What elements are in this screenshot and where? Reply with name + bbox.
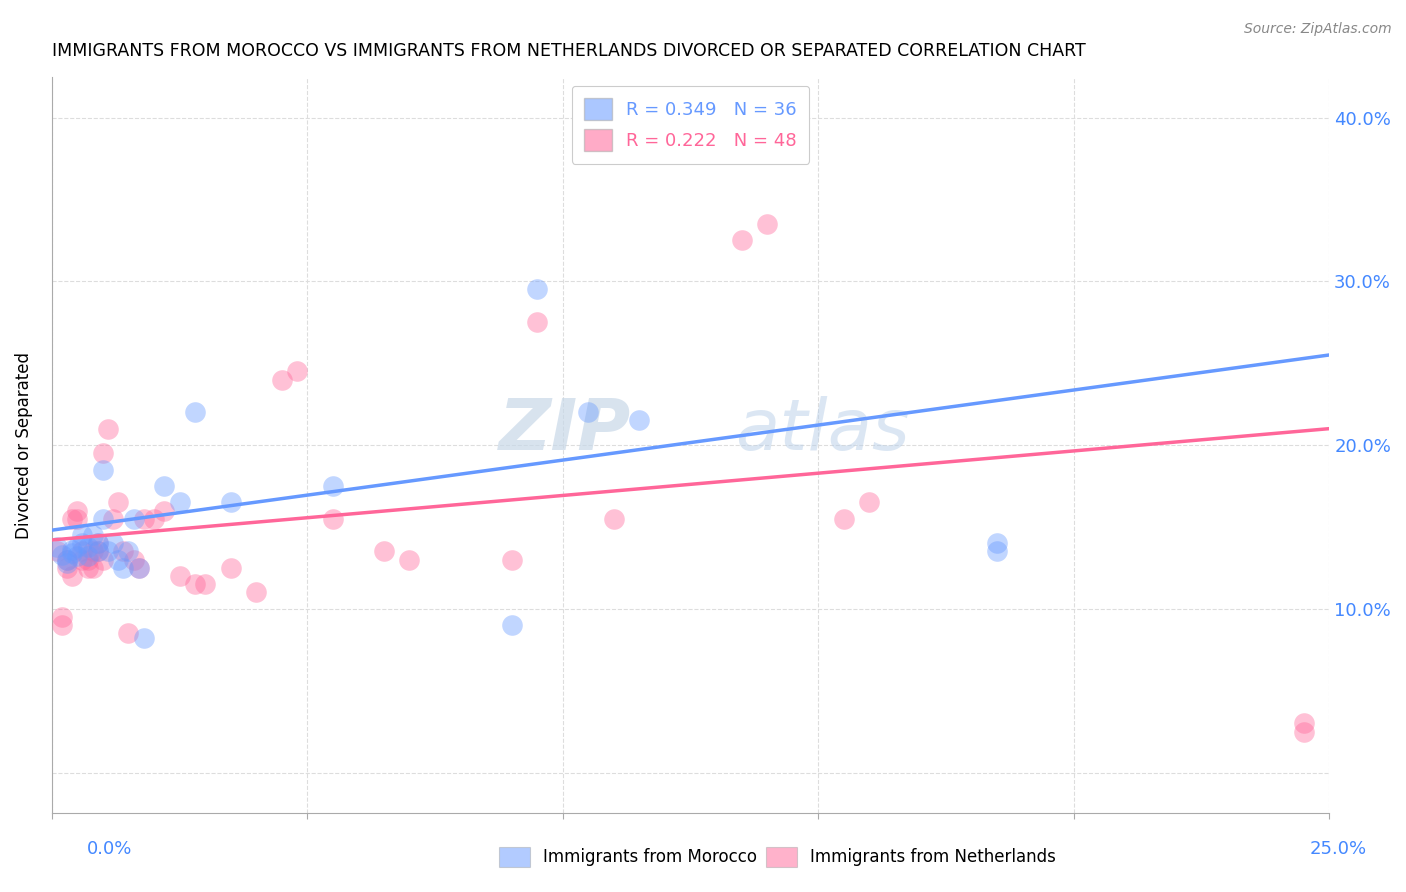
Point: [72, 528, 94, 542]
Point: [132, 512, 155, 526]
Point: [66, 540, 89, 554]
Point: [72, 536, 94, 550]
Point: [373, 544, 395, 558]
Point: [60, 512, 83, 526]
Point: [756, 217, 779, 231]
Point: [87, 544, 110, 558]
Point: [51, 610, 73, 624]
Point: [66, 512, 89, 526]
Point: [219, 495, 242, 509]
Point: [51, 548, 73, 562]
Point: [101, 536, 124, 550]
Point: [128, 561, 150, 575]
Point: [87, 536, 110, 550]
Point: [82, 544, 104, 558]
Point: [76, 549, 98, 564]
Point: [45, 540, 67, 554]
Point: [501, 552, 523, 566]
Point: [91, 446, 114, 460]
Point: [107, 552, 129, 566]
Point: [153, 503, 176, 517]
Point: [91, 552, 114, 566]
Text: 25.0%: 25.0%: [1310, 840, 1367, 858]
Point: [56, 552, 79, 566]
Point: [45, 544, 67, 558]
Point: [66, 549, 89, 564]
Point: [603, 512, 626, 526]
Text: Immigrants from Netherlands: Immigrants from Netherlands: [810, 848, 1056, 866]
Point: [60, 569, 83, 583]
Point: [153, 479, 176, 493]
Point: [398, 552, 420, 566]
Point: [60, 546, 83, 560]
Point: [628, 413, 651, 427]
Point: [72, 544, 94, 558]
Point: [76, 552, 98, 566]
Point: [576, 405, 599, 419]
Point: [285, 364, 308, 378]
Point: [72, 552, 94, 566]
Point: [112, 561, 135, 575]
Point: [832, 512, 855, 526]
Text: 0.0%: 0.0%: [87, 840, 132, 858]
Point: [526, 283, 548, 297]
Point: [986, 544, 1008, 558]
Text: atlas: atlas: [735, 396, 910, 465]
Point: [169, 495, 191, 509]
Point: [526, 315, 548, 329]
Point: [60, 542, 83, 557]
Point: [117, 626, 139, 640]
Point: [66, 503, 89, 517]
Y-axis label: Divorced or Separated: Divorced or Separated: [15, 351, 32, 539]
Point: [219, 561, 242, 575]
Point: [142, 512, 165, 526]
Point: [56, 561, 79, 575]
Point: [1292, 724, 1315, 739]
Text: Immigrants from Morocco: Immigrants from Morocco: [543, 848, 756, 866]
Point: [986, 536, 1008, 550]
Point: [184, 405, 207, 419]
Point: [91, 512, 114, 526]
Point: [76, 561, 98, 575]
Point: [87, 544, 110, 558]
Point: [501, 618, 523, 632]
Point: [51, 618, 73, 632]
Point: [169, 569, 191, 583]
Point: [82, 528, 104, 542]
Point: [97, 422, 120, 436]
Legend: R = 0.349   N = 36, R = 0.222   N = 48: R = 0.349 N = 36, R = 0.222 N = 48: [572, 86, 810, 164]
Point: [122, 512, 145, 526]
Point: [1292, 716, 1315, 731]
Point: [76, 540, 98, 554]
Point: [101, 512, 124, 526]
Point: [858, 495, 880, 509]
Point: [730, 233, 752, 247]
Point: [128, 561, 150, 575]
Point: [107, 495, 129, 509]
Point: [82, 561, 104, 575]
Text: IMMIGRANTS FROM MOROCCO VS IMMIGRANTS FROM NETHERLANDS DIVORCED OR SEPARATED COR: IMMIGRANTS FROM MOROCCO VS IMMIGRANTS FR…: [52, 42, 1085, 60]
Point: [56, 556, 79, 570]
Point: [245, 585, 267, 599]
Point: [56, 552, 79, 566]
Point: [97, 544, 120, 558]
Point: [112, 544, 135, 558]
Point: [184, 577, 207, 591]
Point: [132, 632, 155, 646]
Text: ZIP: ZIP: [499, 396, 631, 465]
Point: [87, 536, 110, 550]
Point: [270, 372, 292, 386]
Point: [322, 512, 344, 526]
Point: [117, 544, 139, 558]
Point: [194, 577, 217, 591]
Point: [322, 479, 344, 493]
Text: Source: ZipAtlas.com: Source: ZipAtlas.com: [1244, 22, 1392, 37]
Point: [122, 552, 145, 566]
Point: [91, 462, 114, 476]
